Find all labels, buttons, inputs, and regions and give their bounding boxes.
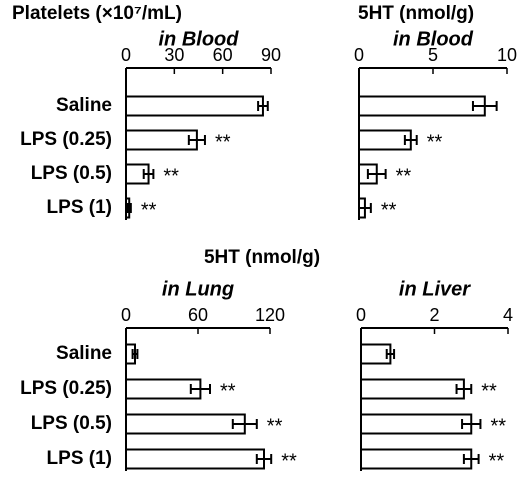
significance-label: ** xyxy=(481,380,497,402)
significance-label: ** xyxy=(267,415,283,437)
shared-title: 5HT (nmol/g) xyxy=(204,247,320,268)
bar xyxy=(125,129,198,151)
x-tick-label: 10 xyxy=(497,45,517,65)
category-label: LPS (1) xyxy=(47,448,112,469)
panel-title: Platelets (×10⁷/mL) xyxy=(12,3,182,24)
significance-label: ** xyxy=(489,450,505,472)
panel-subtitle: in Blood xyxy=(393,28,474,50)
significance-label: ** xyxy=(396,165,412,187)
category-label: LPS (1) xyxy=(47,197,112,218)
panel-subtitle: in Liver xyxy=(399,278,471,300)
x-tick-label: 90 xyxy=(261,45,281,65)
significance-label: ** xyxy=(427,131,443,153)
significance-label: ** xyxy=(490,415,506,437)
x-tick-label: 4 xyxy=(503,305,513,325)
error-bar xyxy=(455,384,473,394)
panel-subtitle: in Lung xyxy=(162,278,234,300)
error-bar xyxy=(126,203,132,213)
category-label: LPS (0.25) xyxy=(20,378,112,399)
error-bar xyxy=(257,101,269,111)
error-bar xyxy=(403,135,418,145)
significance-label: ** xyxy=(163,165,179,187)
bar xyxy=(125,448,265,470)
x-tick-label: 0 xyxy=(354,45,364,65)
bar xyxy=(125,95,264,117)
error-bar xyxy=(366,169,387,179)
x-tick-label: 0 xyxy=(121,45,131,65)
error-bar xyxy=(471,101,498,111)
x-tick-label: 60 xyxy=(213,45,233,65)
significance-label: ** xyxy=(215,131,231,153)
bar xyxy=(125,413,246,435)
error-bar xyxy=(142,169,155,179)
x-tick-label: 0 xyxy=(121,305,131,325)
x-tick-label: 60 xyxy=(188,305,208,325)
bar xyxy=(360,378,465,400)
significance-label: ** xyxy=(281,450,297,472)
bar xyxy=(125,378,202,400)
category-label: Saline xyxy=(56,95,112,116)
panel-subtitle: in Blood xyxy=(159,28,240,50)
error-bar xyxy=(462,454,480,464)
category-label: LPS (0.5) xyxy=(31,413,112,434)
error-bar xyxy=(385,349,396,359)
x-tick-label: 120 xyxy=(255,305,285,325)
panel-title: 5HT (nmol/g) xyxy=(358,3,474,24)
error-bar xyxy=(358,203,372,213)
bar xyxy=(360,448,473,470)
significance-label: ** xyxy=(141,199,157,221)
error-bar xyxy=(255,454,273,464)
bar xyxy=(358,95,486,117)
category-label: LPS (0.25) xyxy=(20,129,112,150)
error-bar xyxy=(131,349,139,359)
error-bar xyxy=(189,384,211,394)
error-bar xyxy=(187,135,206,145)
error-bar xyxy=(231,419,258,429)
bar xyxy=(358,129,412,151)
bar xyxy=(360,413,473,435)
x-tick-label: 30 xyxy=(164,45,184,65)
category-label: LPS (0.5) xyxy=(31,163,112,184)
x-tick-label: 5 xyxy=(428,45,438,65)
x-tick-label: 0 xyxy=(356,305,366,325)
significance-label: ** xyxy=(220,380,236,402)
x-tick-label: 2 xyxy=(429,305,439,325)
error-bar xyxy=(461,419,482,429)
category-label: Saline xyxy=(56,343,112,364)
significance-label: ** xyxy=(381,199,397,221)
